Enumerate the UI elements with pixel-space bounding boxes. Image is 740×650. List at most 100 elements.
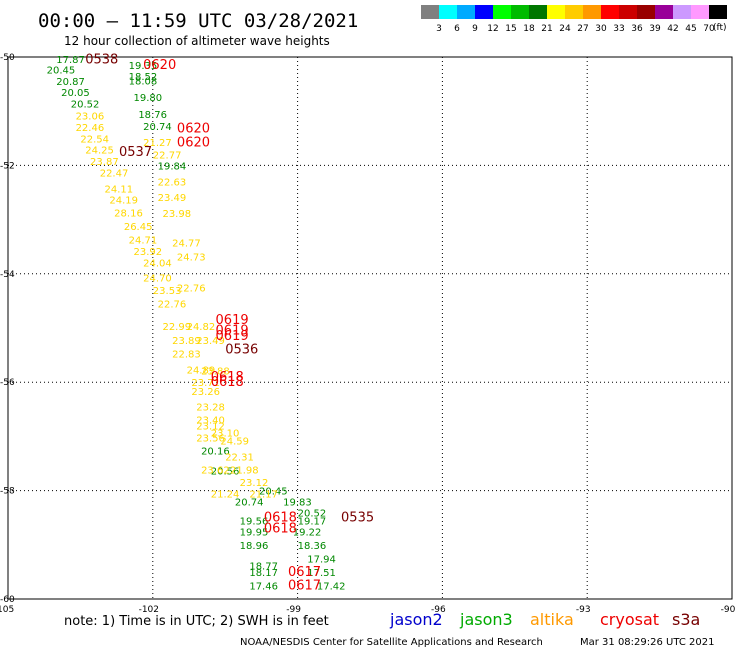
x-tick-label: -93 (576, 605, 591, 615)
data-point-jason3: 20.45 (259, 487, 288, 498)
data-point-altika: 23.62 (201, 465, 230, 476)
colorbar-swatch (637, 5, 655, 19)
colorbar-swatch (547, 5, 565, 19)
data-point-altika: 22.47 (100, 168, 129, 179)
data-point-cryosat: 0618 (264, 522, 297, 537)
data-point-s3a: 0536 (225, 343, 258, 358)
colorbar-swatch (475, 5, 493, 19)
colorbar-swatch (673, 5, 691, 19)
data-point-jason3: 18.08 (129, 76, 158, 87)
data-point-altika: 23.10 (211, 429, 240, 440)
data-point-cryosat: 0620 (177, 136, 210, 151)
colorbar-label: 12 (487, 24, 498, 34)
data-point-jason3: 20.74 (143, 122, 172, 133)
data-point-altika: 28.16 (114, 209, 143, 220)
data-point-cryosat: 0619 (216, 329, 249, 344)
data-point-jason3: 20.87 (56, 77, 85, 88)
y-tick-label: -60 (0, 595, 15, 605)
x-tick-label: -99 (286, 605, 301, 615)
legend-entry-s3a: s3a (672, 610, 700, 629)
colorbar-label: 30 (595, 24, 607, 34)
colorbar-label: 42 (667, 24, 678, 34)
data-point-altika: 23.49 (158, 193, 187, 204)
data-point-jason3: 19.95 (240, 527, 269, 538)
data-point-cryosat: 0617 (288, 565, 321, 580)
data-point-altika: 23.40 (196, 416, 225, 427)
data-point-cryosat: 0620 (177, 122, 210, 137)
data-point-jason3: 17.51 (307, 568, 336, 579)
chart-title: 00:00 – 11:59 UTC 03/28/2021 (38, 10, 358, 32)
data-point-altika: 23.28 (196, 403, 225, 414)
data-point-jason3: 19.80 (133, 93, 162, 104)
data-point-jason3: 19.17 (298, 516, 327, 527)
data-point-altika: 24.04 (143, 258, 172, 269)
data-point-altika: 23.06 (76, 112, 105, 123)
data-point-altika: 24.19 (109, 196, 138, 207)
data-point-altika: 22.46 (76, 123, 105, 134)
timestamp-text: Mar 31 08:29:26 UTC 2021 (580, 637, 715, 648)
x-tick-label: -90 (721, 605, 736, 615)
data-point-jason3: 20.45 (47, 65, 76, 76)
data-point-cryosat: 0619 (216, 313, 249, 328)
data-point-altika: 23.49 (196, 336, 225, 347)
data-point-jason3: 17.94 (307, 554, 336, 565)
data-point-altika: 23.56 (196, 433, 225, 444)
colorbar-label: 3 (436, 24, 442, 34)
data-point-altika: 22.76 (177, 283, 206, 294)
data-point-cryosat: 0619 (216, 324, 249, 339)
data-point-altika: 24.77 (172, 238, 201, 249)
colorbar-swatch (457, 5, 475, 19)
data-point-jason3: 19.83 (283, 497, 312, 508)
data-point-jason3: 20.52 (298, 508, 327, 519)
colorbar-swatch (439, 5, 457, 19)
data-point-altika: 24.59 (220, 437, 249, 448)
data-point-altika: 22.77 (153, 151, 182, 162)
data-point-jason3: 18.36 (298, 541, 327, 552)
data-point-cryosat: 0618 (211, 370, 244, 385)
chart-subtitle: 12 hour collection of altimeter wave hei… (64, 34, 330, 48)
data-point-altika: 22.54 (80, 134, 109, 145)
data-point-jason3: 18.17 (249, 568, 278, 579)
y-tick-label: -52 (0, 161, 15, 171)
colorbar-unit: (ft) (713, 23, 727, 33)
data-point-altika: 21.98 (230, 465, 259, 476)
data-point-altika: 24.89 (187, 366, 216, 377)
data-point-jason3: 18.77 (249, 561, 278, 572)
data-point-altika: 24.70 (143, 274, 172, 285)
legend-entry-jason2: jason2 (389, 610, 443, 629)
colorbar-label: 18 (523, 24, 535, 34)
colorbar-swatch (529, 5, 547, 19)
y-tick-label: -58 (0, 487, 15, 497)
colorbar-swatch (691, 5, 709, 19)
data-point-cryosat: 0620 (143, 58, 176, 73)
x-tick-label: -105 (0, 605, 14, 615)
data-point-altika: 22.83 (172, 349, 201, 360)
data-point-cryosat: 0618 (211, 375, 244, 390)
data-point-altika: 23.71 (191, 378, 220, 389)
data-point-altika: 23.53 (153, 286, 182, 297)
x-tick-label: -96 (431, 605, 446, 615)
colorbar-swatch (601, 5, 619, 19)
data-point-jason3: 20.74 (235, 497, 264, 508)
colorbar-swatch (655, 5, 673, 19)
legend-entry-jason3: jason3 (459, 610, 513, 629)
legend: jason2 jason3 altika cryosat s3a (389, 610, 700, 629)
data-point-jason3: 17.87 (56, 55, 85, 66)
data-point-s3a: 0535 (341, 511, 374, 526)
data-point-altika: 24.25 (85, 146, 114, 157)
data-point-altika: 21.24 (211, 489, 240, 500)
data-point-altika: 21.27 (143, 138, 172, 149)
colorbar-label: 15 (505, 24, 516, 34)
footer-text: NOAA/NESDIS Center for Satellite Applica… (240, 637, 543, 648)
data-point-jason3: 18.76 (138, 110, 167, 121)
data-point-altika: 24.82 (187, 322, 216, 333)
data-point-s3a: 0537 (119, 145, 152, 160)
data-point-altika: 22.63 (158, 178, 187, 189)
colorbar-label: 9 (472, 24, 478, 34)
data-point-altika: 21.17 (249, 489, 278, 500)
data-point-cryosat: 0617 (288, 578, 321, 593)
colorbar-swatch (619, 5, 637, 19)
plot-frame (7, 56, 733, 600)
colorbar-swatch (709, 5, 727, 19)
data-point-altika: 23.88 (201, 366, 230, 377)
